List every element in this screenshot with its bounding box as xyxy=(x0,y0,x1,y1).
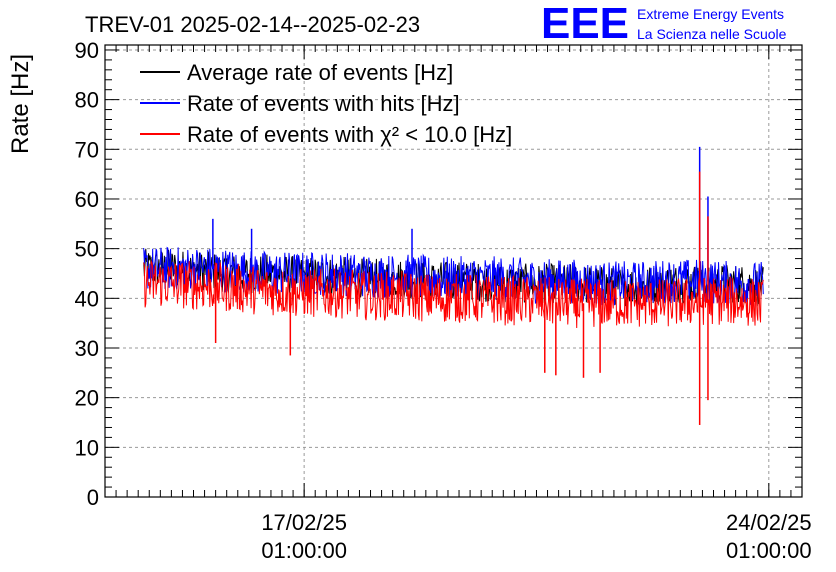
eee-logo: EEE Extreme Energy Events La Scienza nel… xyxy=(541,0,787,48)
x-tick-time-label: 01:00:00 xyxy=(726,538,812,563)
y-tick-label: 30 xyxy=(75,336,99,361)
y-tick-label: 40 xyxy=(75,286,99,311)
x-tick-date-label: 17/02/25 xyxy=(261,510,347,535)
y-tick-label: 80 xyxy=(75,88,99,113)
eee-logo-line1: Extreme Energy Events xyxy=(637,6,784,22)
plot-frame xyxy=(104,44,803,498)
y-tick-label: 70 xyxy=(75,137,99,162)
eee-logo-mark: EEE xyxy=(541,0,629,48)
legend: Average rate of events [Hz] Rate of even… xyxy=(140,60,512,147)
y-tick-label: 60 xyxy=(75,187,99,212)
series-line-2 xyxy=(143,259,764,328)
y-tick-label: 20 xyxy=(75,386,99,411)
legend-label-hits: Rate of events with hits [Hz] xyxy=(187,91,460,116)
x-tick-time-label: 01:00:00 xyxy=(261,538,347,563)
x-tick-date-label: 24/02/25 xyxy=(726,510,812,535)
grid-lines xyxy=(105,45,802,497)
y-tick-label: 0 xyxy=(87,485,99,510)
x-axis-ticks: 17/02/25 01:00:00 24/02/25 01:00:00 xyxy=(104,45,812,563)
series-layer xyxy=(143,146,764,425)
legend-label-chi2: Rate of events with χ² < 10.0 [Hz] xyxy=(187,122,512,147)
chart-title: TREV-01 2025-02-14--2025-02-23 xyxy=(85,12,420,37)
y-axis-ticks: 0 10 20 30 40 50 60 70 80 90 xyxy=(75,38,802,510)
y-tick-label: 10 xyxy=(75,435,99,460)
y-axis-title: Rate [Hz] xyxy=(7,54,34,154)
y-tick-label: 50 xyxy=(75,237,99,262)
series-line-1 xyxy=(143,246,764,306)
eee-logo-line2: La Scienza nelle Scuole xyxy=(637,26,787,42)
y-tick-label: 90 xyxy=(75,38,99,63)
legend-label-average: Average rate of events [Hz] xyxy=(187,60,453,85)
